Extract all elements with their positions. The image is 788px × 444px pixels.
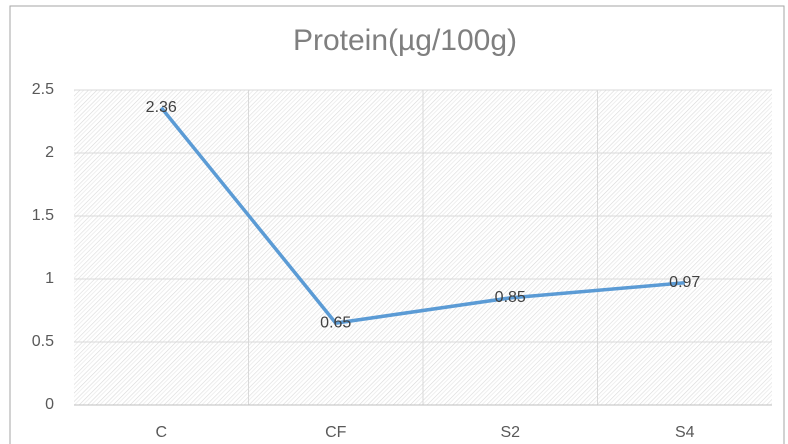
y-tick-label: 0.5 <box>32 333 54 350</box>
data-label: 0.97 <box>669 274 700 291</box>
y-tick-label: 2 <box>45 144 54 161</box>
y-tick-label: 1 <box>45 270 54 287</box>
y-tick-label: 1.5 <box>32 207 54 224</box>
y-tick-label: 2.5 <box>32 81 54 98</box>
x-tick-label: S2 <box>500 424 520 441</box>
data-line <box>159 106 685 325</box>
chart-title: Protein(µg/100g) <box>293 24 517 57</box>
data-label: 0.85 <box>495 289 526 306</box>
x-tick-label: C <box>155 424 167 441</box>
x-tick-label: S4 <box>675 424 695 441</box>
data-label: 2.36 <box>146 99 177 116</box>
data-label: 0.65 <box>320 314 351 331</box>
y-tick-label: 0 <box>45 396 54 413</box>
x-tick-label: CF <box>325 424 347 441</box>
